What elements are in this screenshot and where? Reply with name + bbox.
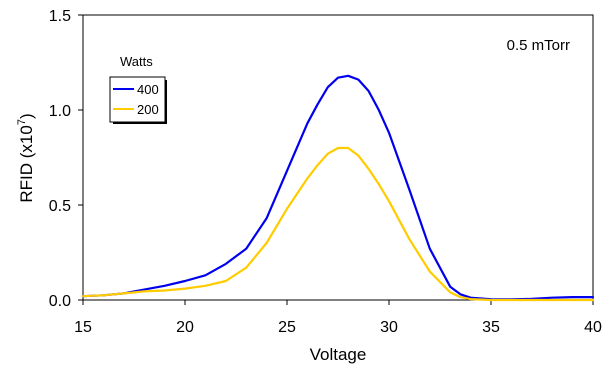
legend-box-shadow-right: [165, 80, 167, 124]
y-axis-title-main: RFID (x10: [17, 125, 36, 202]
plot-area-frame: [82, 14, 594, 301]
x-tick-label: 15: [74, 319, 92, 336]
x-tick-label: 30: [380, 319, 398, 336]
y-tick-label: 0.0: [49, 293, 71, 310]
y-tick-label: 1.0: [49, 103, 71, 120]
pressure-annotation: 0.5 mTorr: [507, 37, 570, 54]
legend-label-400: 400: [137, 82, 159, 97]
axis-ticks: 15 20 25 30 35 40 0.0 0.5 1.0 1.5: [49, 8, 602, 336]
legend: Watts 400 200: [109, 54, 167, 124]
legend-box-shadow-bottom: [113, 122, 167, 124]
y-axis-title: RFID (x107): [16, 113, 36, 202]
legend-title: Watts: [120, 54, 153, 69]
x-axis-title: Voltage: [310, 345, 367, 364]
y-axis-title-exponent: 7: [16, 119, 28, 125]
x-tick-label: 40: [584, 319, 602, 336]
x-tick-label: 25: [278, 319, 296, 336]
y-tick-label: 0.5: [49, 198, 71, 215]
x-tick-label: 35: [482, 319, 500, 336]
y-axis-title-suffix: ): [17, 113, 36, 119]
y-tick-label: 1.5: [49, 8, 71, 25]
legend-label-200: 200: [137, 102, 159, 117]
series-lines: [81, 74, 595, 302]
x-tick-label: 20: [176, 319, 194, 336]
series-line-200: [81, 146, 595, 302]
